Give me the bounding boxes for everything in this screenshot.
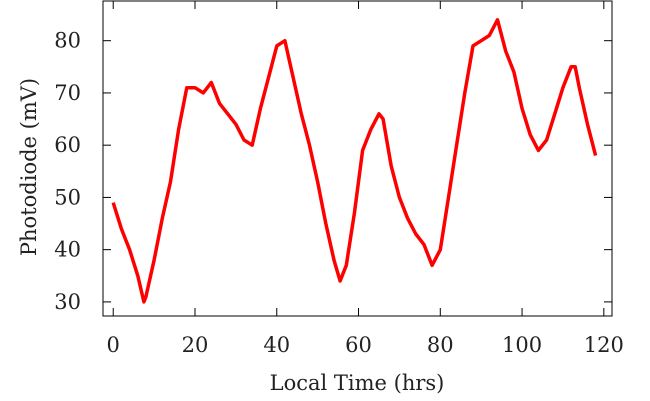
x-tick-label: 100 — [502, 333, 542, 357]
x-tick-label: 80 — [427, 333, 454, 357]
y-axis-label: Photodiode (mV) — [17, 78, 41, 256]
y-tick-label: 30 — [54, 290, 81, 314]
x-tick-label: 40 — [263, 333, 290, 357]
x-tick-label: 20 — [182, 333, 209, 357]
y-tick-label: 40 — [54, 238, 81, 262]
x-tick-label: 60 — [345, 333, 372, 357]
x-axis-label: Local Time (hrs) — [270, 371, 445, 395]
y-tick-label: 80 — [54, 29, 81, 53]
data-line — [111, 18, 598, 304]
x-tick-label: 0 — [107, 333, 120, 357]
y-tick-label: 50 — [54, 185, 81, 209]
y-tick-label: 70 — [54, 81, 81, 105]
x-tick-label: 120 — [584, 333, 624, 357]
y-tick-label: 60 — [54, 133, 81, 157]
plot-frame — [102, 0, 613, 317]
